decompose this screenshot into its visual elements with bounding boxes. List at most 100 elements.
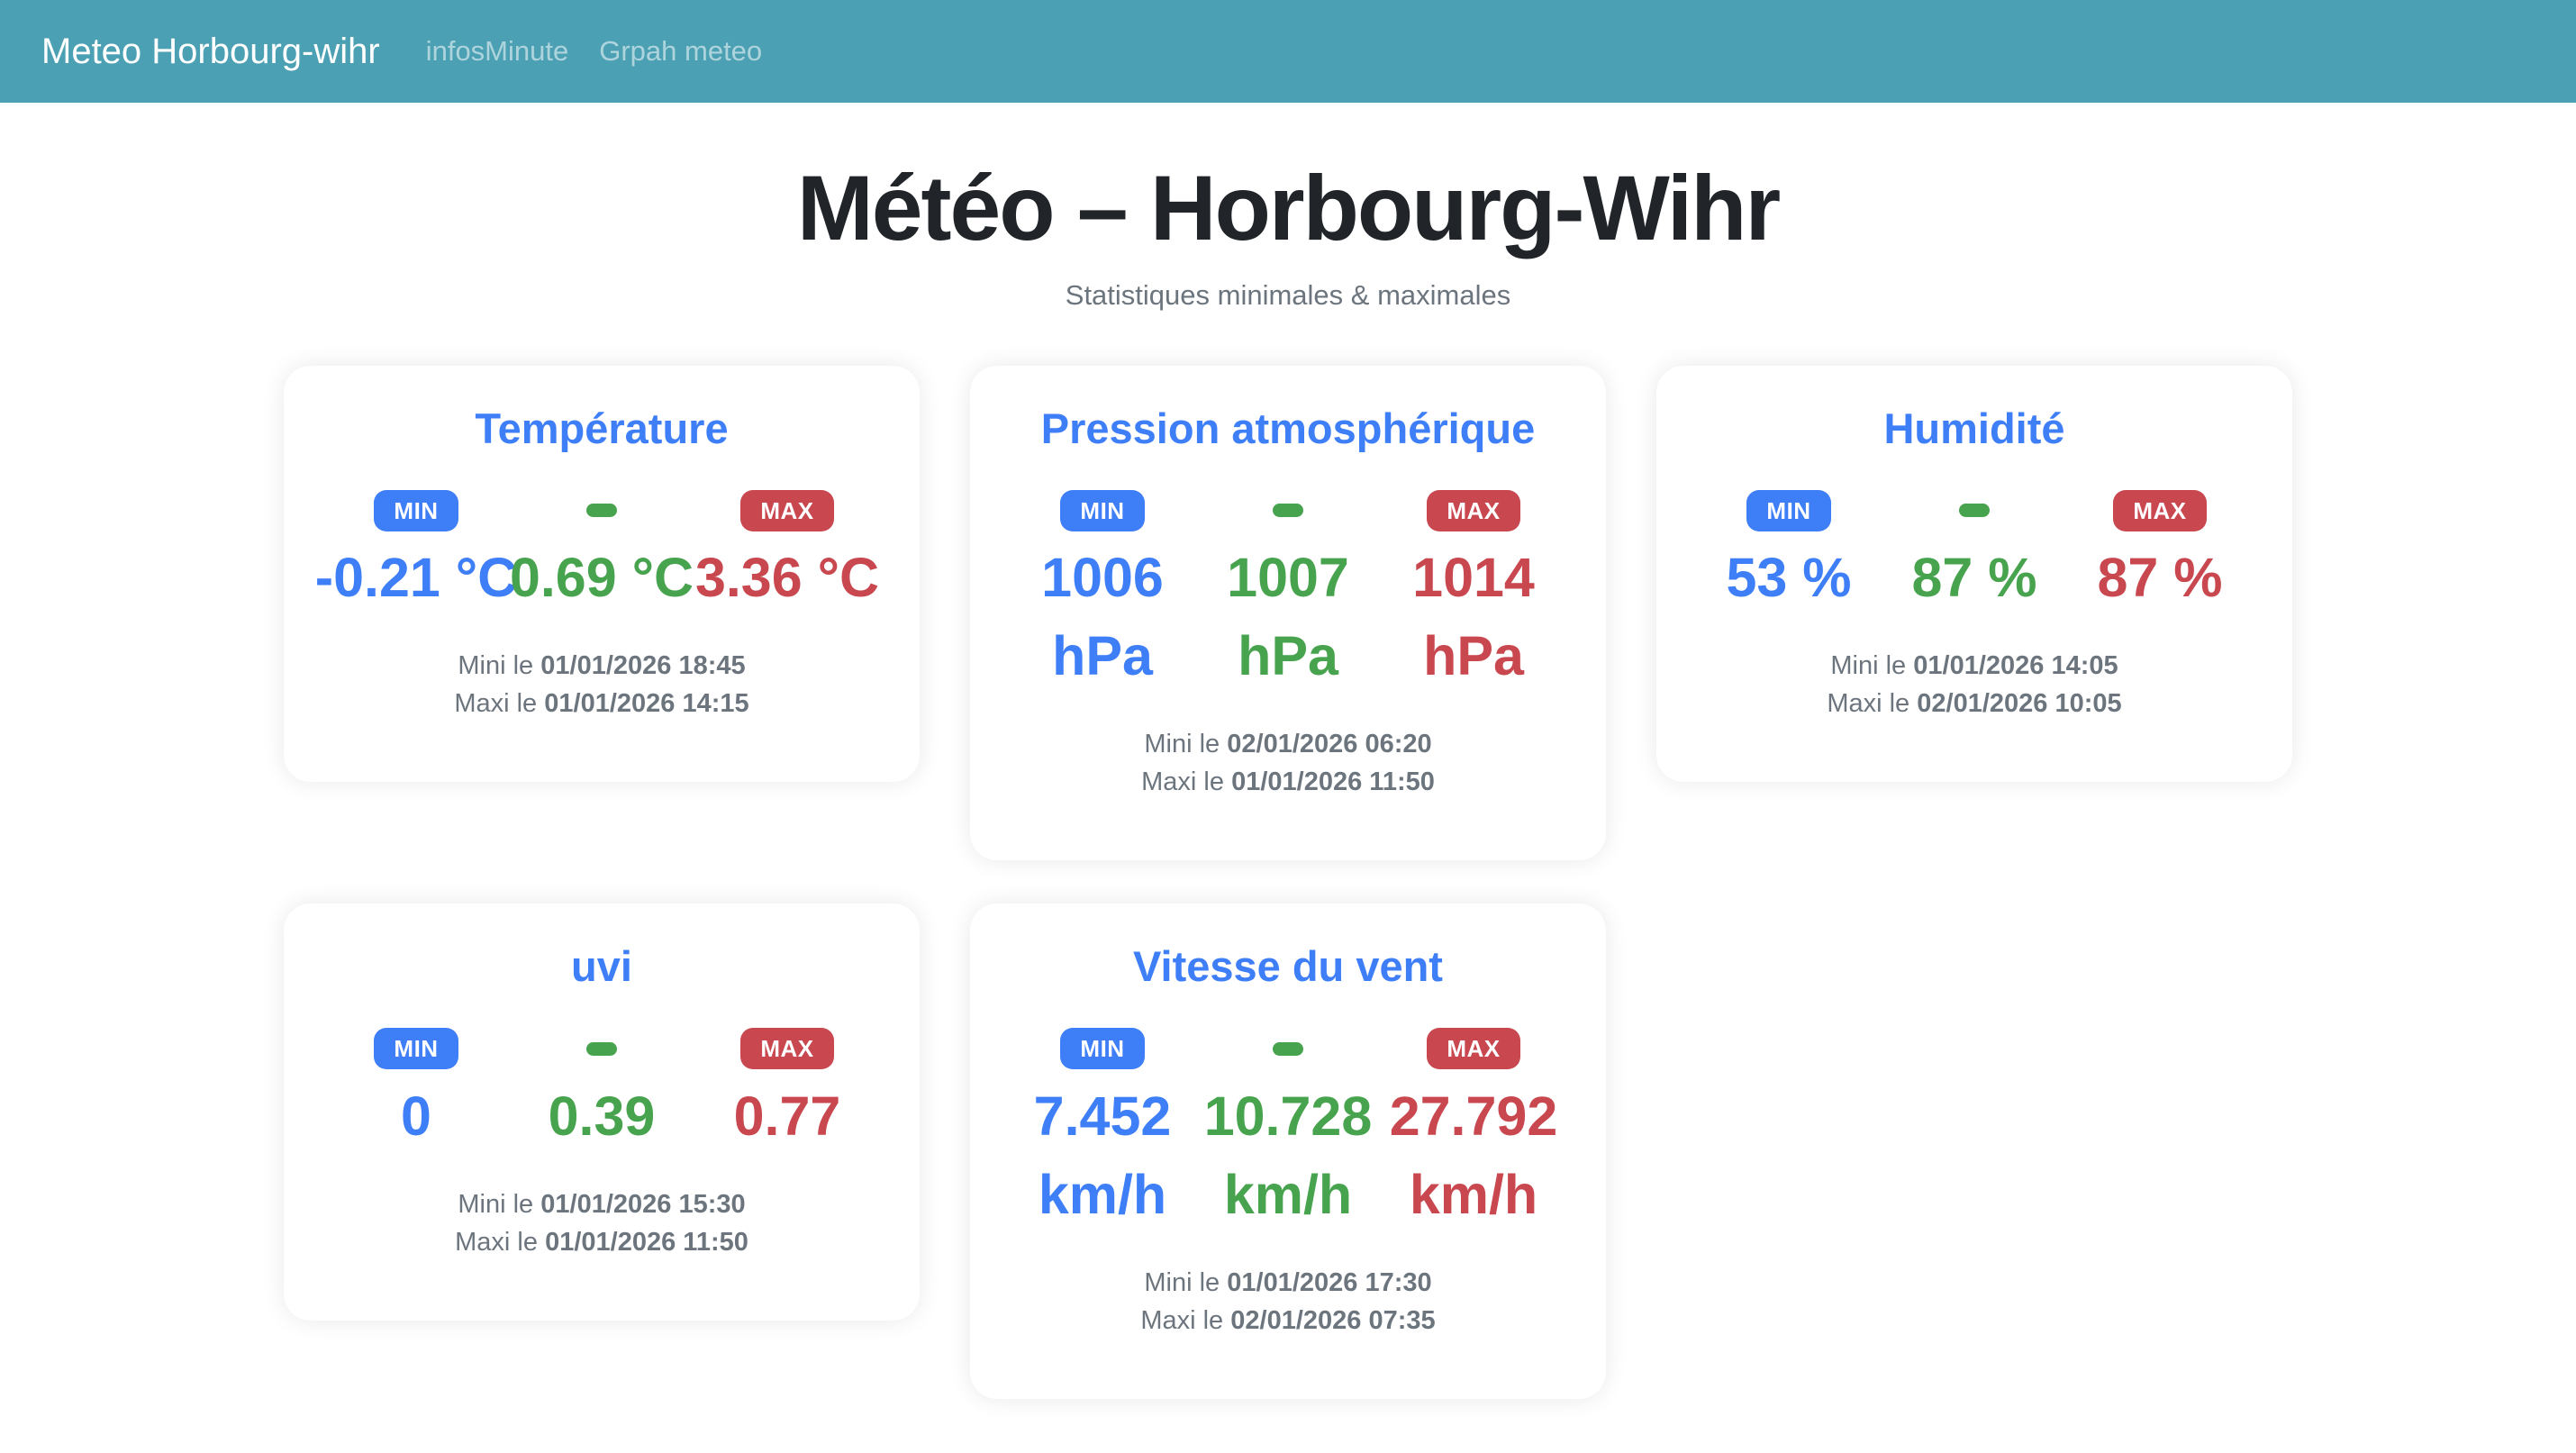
stats-row: MIN 0 0.39 MAX 0.77	[323, 1028, 880, 1147]
maxi-label: Maxi le	[1140, 1305, 1224, 1335]
maxi-date-line: Maxi le 01/01/2026 11:50	[1010, 763, 1566, 801]
avg-unit: hPa	[1238, 625, 1338, 687]
card-pression: Pression atmosphérique MIN 1006 hPa 1007…	[970, 365, 1606, 861]
avg-badge-slot	[586, 1029, 617, 1069]
maxi-date-line: Maxi le 01/01/2026 14:15	[323, 685, 880, 722]
mini-date-line: Mini le 01/01/2026 14:05	[1696, 647, 2253, 685]
avg-column: 87 %	[1882, 490, 2067, 605]
max-badge: MAX	[740, 1028, 834, 1070]
min-column: MIN 0	[323, 1028, 509, 1147]
avg-badge-slot	[1959, 490, 1990, 531]
mini-date-line: Mini le 01/01/2026 18:45	[323, 647, 880, 685]
maxi-label: Maxi le	[1141, 767, 1224, 797]
maxi-date: 02/01/2026 10:05	[1917, 689, 2122, 719]
maxi-label: Maxi le	[455, 1227, 538, 1257]
avg-value: 87 %	[1911, 547, 2037, 609]
nav-link-graph-meteo[interactable]: Grpah meteo	[599, 35, 763, 67]
card-footer: Mini le 02/01/2026 06:20 Maxi le 01/01/202…	[1010, 725, 1566, 801]
min-value: 0	[401, 1085, 431, 1147]
min-badge: MIN	[1746, 489, 1831, 531]
minus-badge-icon	[1273, 504, 1303, 518]
max-badge-slot: MAX	[740, 489, 834, 531]
min-value: -0.21 °C	[314, 547, 518, 609]
minus-badge-icon	[1273, 1041, 1303, 1056]
maxi-date: 02/01/2026 07:35	[1230, 1305, 1436, 1335]
mini-date-line: Mini le 01/01/2026 15:30	[323, 1185, 880, 1223]
avg-unit: km/h	[1223, 1163, 1353, 1225]
min-column: MIN 1006 hPa	[1010, 489, 1195, 687]
page-header: Météo – Horbourg-Wihr Statistiques minim…	[0, 153, 2576, 315]
mini-date-line: Mini le 01/01/2026 17:30	[1010, 1264, 1566, 1302]
min-badge: MIN	[1060, 489, 1145, 531]
page-title: Météo – Horbourg-Wihr	[796, 157, 1781, 259]
stats-row: MIN 53 % 87 % MAX 87 %	[1696, 489, 2253, 609]
stats-row: MIN -0.21 °C 0.69 °C MAX 3.36 °C	[315, 489, 880, 609]
max-badge: MAX	[1427, 489, 1520, 531]
stats-cards-grid: Température MIN -0.21 °C 0.69 °C MAX	[284, 365, 2292, 1453]
max-value: 0.77	[733, 1085, 841, 1147]
min-column: MIN 7.452 km/h	[1010, 1028, 1195, 1225]
avg-value: 1007	[1227, 547, 1349, 609]
card-title: uvi	[571, 942, 632, 991]
avg-column: 10.728 km/h	[1195, 1029, 1381, 1222]
min-badge-slot: MIN	[374, 1028, 458, 1070]
min-badge-slot: MIN	[1060, 1028, 1145, 1070]
max-value: 27.792	[1389, 1085, 1558, 1147]
avg-value: 0.69 °C	[509, 547, 694, 609]
navbar-links: infosMinute Grpah meteo	[411, 35, 777, 68]
card-footer: Mini le 01/01/2026 15:30 Maxi le 01/01/202…	[323, 1185, 880, 1261]
stats-row: MIN 1006 hPa 1007 hPa MAX 1014 hPa	[1010, 489, 1566, 687]
avg-value: 0.39	[548, 1085, 656, 1147]
max-value: 1014	[1412, 547, 1535, 609]
mini-label: Mini le	[458, 651, 534, 681]
minus-badge-icon	[586, 1041, 617, 1056]
maxi-label: Maxi le	[454, 689, 538, 719]
card-temperature: Température MIN -0.21 °C 0.69 °C MAX	[284, 365, 920, 783]
max-column: MAX 0.77	[694, 1028, 880, 1147]
card-title: Température	[475, 404, 729, 452]
max-badge: MAX	[2113, 489, 2207, 531]
min-badge: MIN	[374, 1028, 458, 1070]
maxi-label: Maxi le	[1827, 689, 1910, 719]
mini-date: 01/01/2026 17:30	[1227, 1267, 1432, 1297]
avg-column: 0.39	[509, 1029, 694, 1144]
card-uvi: uvi MIN 0 0.39 MAX 0.77	[284, 904, 920, 1321]
mini-label: Mini le	[1144, 1267, 1220, 1297]
max-column: MAX 1014 hPa	[1381, 489, 1566, 687]
nav-link-infosminute[interactable]: infosMinute	[425, 35, 569, 67]
min-badge: MIN	[374, 489, 458, 531]
min-value: 53 %	[1726, 547, 1852, 609]
avg-value: 10.728	[1203, 1085, 1373, 1147]
max-badge: MAX	[1427, 1028, 1520, 1070]
max-value: 3.36 °C	[694, 547, 880, 609]
maxi-date-line: Maxi le 02/01/2026 10:05	[1696, 685, 2253, 722]
min-badge-slot: MIN	[374, 489, 458, 531]
navbar: Meteo Horbourg-wihr infosMinute Grpah me…	[0, 0, 2576, 103]
maxi-date-line: Maxi le 01/01/2026 11:50	[323, 1223, 880, 1261]
mini-date-line: Mini le 02/01/2026 06:20	[1010, 725, 1566, 763]
mini-label: Mini le	[458, 1189, 534, 1219]
max-column: MAX 87 %	[2067, 489, 2253, 609]
minus-badge-icon	[586, 504, 617, 518]
max-badge-slot: MAX	[2113, 489, 2207, 531]
mini-label: Mini le	[1144, 730, 1220, 759]
max-unit: hPa	[1423, 625, 1524, 687]
card-footer: Mini le 01/01/2026 18:45 Maxi le 01/01/202…	[323, 647, 880, 722]
navbar-brand[interactable]: Meteo Horbourg-wihr	[41, 31, 380, 71]
avg-column: 1007 hPa	[1195, 490, 1381, 684]
min-unit: km/h	[1038, 1163, 1167, 1225]
avg-badge-slot	[1273, 1029, 1303, 1069]
max-value: 87 %	[2097, 547, 2223, 609]
card-footer: Mini le 01/01/2026 17:30 Maxi le 02/01/202…	[1010, 1264, 1566, 1339]
card-vitesse-vent: Vitesse du vent MIN 7.452 km/h 10.728 km…	[970, 904, 1606, 1399]
min-badge: MIN	[1060, 1028, 1145, 1070]
card-title: Humidité	[1883, 404, 2065, 452]
page-subtitle: Statistiques minimales & maximales	[1065, 279, 1511, 312]
min-unit: hPa	[1052, 625, 1153, 687]
mini-date: 01/01/2026 14:05	[1913, 651, 2118, 681]
min-column: MIN -0.21 °C	[315, 489, 517, 605]
maxi-date-line: Maxi le 02/01/2026 07:35	[1010, 1302, 1566, 1339]
min-badge-slot: MIN	[1746, 489, 1831, 531]
maxi-date: 01/01/2026 11:50	[1231, 767, 1435, 797]
card-humidite: Humidité MIN 53 % 87 % MAX 87 %	[1656, 365, 2292, 783]
